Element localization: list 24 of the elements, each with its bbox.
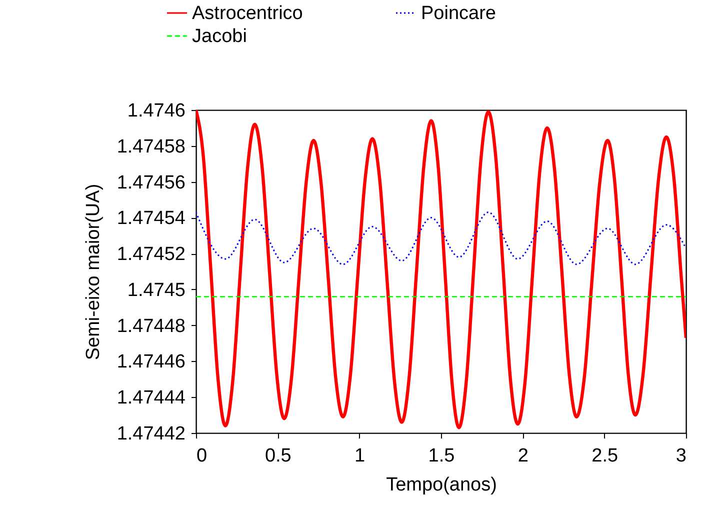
y-tick-label: 1.47446	[116, 352, 186, 373]
x-tick-label: 2	[518, 446, 528, 466]
y-tick-label: 1.4746	[127, 100, 186, 122]
y-tick-label: 1.47456	[116, 172, 186, 194]
y-tick-label: 1.47444	[116, 388, 186, 409]
x-axis-title: Tempo(anos)	[386, 474, 497, 496]
line-series	[196, 212, 686, 266]
y-tick-label: 1.4745	[127, 280, 186, 301]
legend-label: Poincare	[421, 3, 496, 24]
y-tick-label: 1.47454	[116, 208, 186, 230]
y-tick-label: 1.47448	[116, 316, 186, 337]
x-tick-label: 2.5	[592, 446, 618, 466]
x-tick-label: 1	[354, 446, 366, 466]
x-tick-label: 1.5	[428, 446, 455, 466]
y-tick-label: 1.47442	[116, 424, 186, 444]
x-tick-label: 0.5	[264, 446, 292, 466]
y-axis-title: Semi-eixo maior(UA)	[82, 184, 104, 360]
y-tick-label: 1.47458	[116, 136, 186, 158]
legend-label: Jacobi	[192, 26, 247, 47]
x-tick-label: 0	[196, 446, 208, 466]
line-series	[196, 110, 686, 430]
legend-label: Astrocentrico	[192, 3, 303, 24]
x-tick-label: 3	[676, 446, 686, 466]
y-tick-label: 1.47452	[116, 244, 186, 266]
